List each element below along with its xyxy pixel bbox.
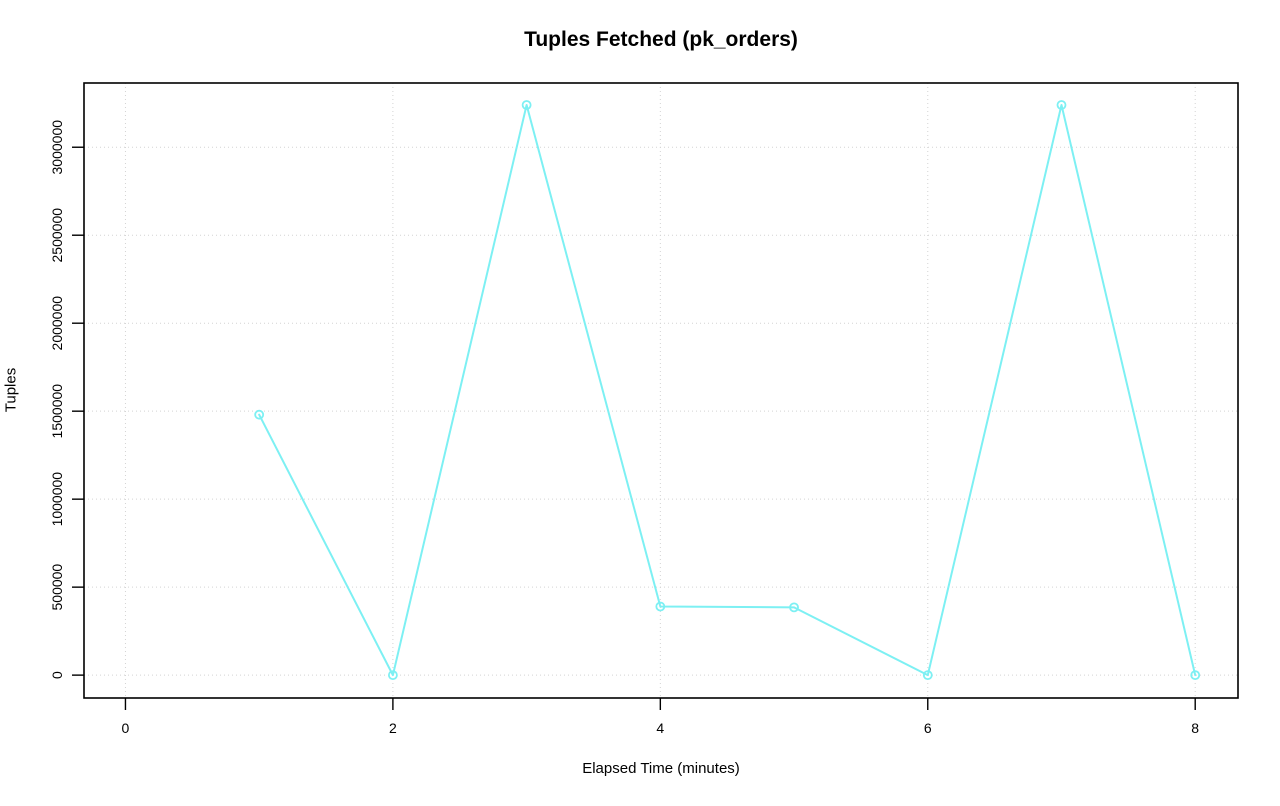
x-tick-label: 0	[122, 720, 130, 736]
y-tick-label: 3000000	[49, 120, 65, 175]
y-tick-label: 2500000	[49, 208, 65, 263]
y-tick-label: 1000000	[49, 472, 65, 527]
y-tick-label: 1500000	[49, 384, 65, 439]
series-line	[258, 103, 1197, 677]
y-tick-label: 500000	[49, 564, 65, 611]
data-point-marker	[655, 601, 666, 612]
x-tick-label: 8	[1191, 720, 1199, 736]
data-point-marker	[521, 100, 532, 110]
x-tick-label: 6	[924, 720, 932, 736]
data-point-marker	[387, 670, 398, 681]
data-point-marker	[1190, 670, 1201, 681]
x-tick-label: 2	[389, 720, 397, 736]
y-tick-label: 0	[49, 671, 65, 679]
data-point-marker	[789, 602, 799, 613]
y-tick-label: 2000000	[49, 296, 65, 351]
x-tick-label: 4	[656, 720, 664, 736]
data-point-marker	[1056, 100, 1067, 110]
x-axis-label: Elapsed Time (minutes)	[582, 760, 740, 777]
y-axis-label: Tuples	[2, 367, 20, 413]
data-point-marker	[254, 409, 265, 420]
chart-title: Tuples Fetched (pk_orders)	[524, 28, 798, 51]
data-point-marker	[922, 670, 933, 681]
